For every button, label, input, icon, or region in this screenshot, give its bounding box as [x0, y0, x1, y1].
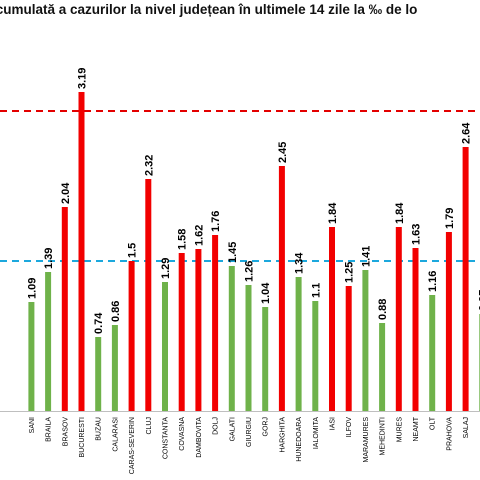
- category-label: BUCURESTI: [79, 417, 86, 458]
- data-label: 1.04: [260, 282, 272, 304]
- bar-covasna: [178, 253, 185, 411]
- data-label: 1.58: [177, 229, 189, 250]
- bar-maramures: [362, 270, 369, 411]
- data-label: 0.86: [110, 301, 122, 322]
- bar-ialomita: [312, 301, 319, 411]
- bar-hunedoara: [295, 277, 302, 411]
- category-label: MURES: [396, 417, 403, 443]
- data-label: 0.97: [477, 290, 480, 311]
- data-label: 1.25: [344, 262, 356, 283]
- data-label: 1.63: [411, 224, 423, 245]
- data-label: 1.84: [327, 202, 339, 224]
- category-label: SALAJ: [463, 417, 470, 438]
- category-label: SANI: [29, 417, 36, 433]
- data-label: 1.39: [43, 248, 55, 269]
- category-label: BUZAU: [96, 417, 103, 441]
- bar-galati: [228, 266, 235, 411]
- category-label: BRAILA: [46, 417, 53, 442]
- data-label: 2.32: [143, 155, 155, 176]
- category-label: OLT: [430, 416, 437, 430]
- bar-giurgiu: [245, 285, 252, 411]
- bar-mehedinti: [379, 323, 386, 411]
- chart-title: ța cumulată a cazurilor la nivel județea…: [0, 2, 418, 17]
- category-label: DOLJ: [213, 417, 220, 435]
- bar-gorj: [262, 307, 269, 411]
- bar-botosani: [28, 302, 35, 411]
- category-label: CLUJ: [146, 417, 153, 435]
- data-label: 1.09: [26, 278, 38, 299]
- category-label: CALARASI: [112, 417, 119, 452]
- data-label: 1.16: [427, 271, 439, 292]
- data-label: 1.62: [193, 225, 205, 246]
- category-label: CONSTANTA: [163, 417, 170, 459]
- category-label: IASI: [330, 417, 337, 430]
- category-label: PRAHOVA: [446, 417, 453, 451]
- data-label: 1.79: [444, 208, 456, 229]
- bar-caras-severin: [128, 261, 135, 411]
- bar-bucuresti: [78, 92, 85, 411]
- bar-constanta: [162, 282, 168, 411]
- category-label: GALATI: [229, 417, 236, 441]
- category-label: MARAMURES: [363, 417, 370, 463]
- data-label: 1.26: [244, 261, 256, 282]
- data-label: 3.19: [77, 68, 89, 89]
- bar-ilfov: [345, 286, 352, 411]
- data-label: 1.5: [127, 243, 139, 258]
- category-label: IALOMITA: [313, 417, 320, 449]
- bar-neamt: [412, 248, 419, 411]
- bar-prahova: [445, 232, 452, 411]
- category-label: GIURGIU: [246, 417, 253, 447]
- bar-braila: [45, 272, 52, 411]
- category-label: CARAS-SEVERIN: [129, 417, 136, 474]
- category-label: COVASNA: [179, 417, 186, 451]
- data-label: 0.88: [377, 299, 389, 320]
- data-label: 2.04: [60, 182, 72, 204]
- data-label: 1.45: [227, 242, 239, 263]
- bar-buzau: [95, 337, 102, 411]
- category-label: NEAMT: [413, 416, 420, 441]
- data-label: 0.74: [93, 312, 105, 334]
- category-label: ILFOV: [346, 417, 353, 438]
- bar-harghita: [278, 166, 285, 411]
- data-label: 2.64: [461, 122, 473, 144]
- bar-salaj: [462, 147, 469, 411]
- data-label: 1.1: [310, 283, 322, 298]
- category-label: DAMBOVITA: [196, 417, 203, 458]
- bar-dambovita: [195, 249, 202, 411]
- category-label: MEHEDINTI: [380, 417, 387, 456]
- category-label: HARGHITA: [279, 417, 286, 453]
- data-label: 1.76: [210, 211, 222, 232]
- bar-calarasi: [111, 325, 118, 411]
- bar-dolj: [212, 235, 219, 411]
- data-label: 1.84: [394, 202, 406, 224]
- bar-mures: [395, 227, 402, 411]
- data-label: 1.29: [160, 258, 172, 279]
- category-label: GORJ: [263, 417, 270, 436]
- data-label: 2.45: [277, 142, 289, 163]
- data-label: 1.41: [360, 246, 372, 267]
- bar-iasi: [329, 227, 335, 411]
- category-label: BRASOV: [62, 417, 69, 447]
- data-label: 1.34: [294, 252, 306, 274]
- category-label: HUNEDOARA: [296, 417, 303, 462]
- bar-brasov: [61, 207, 68, 411]
- bar-olt: [429, 295, 436, 411]
- bar-cluj: [145, 179, 152, 411]
